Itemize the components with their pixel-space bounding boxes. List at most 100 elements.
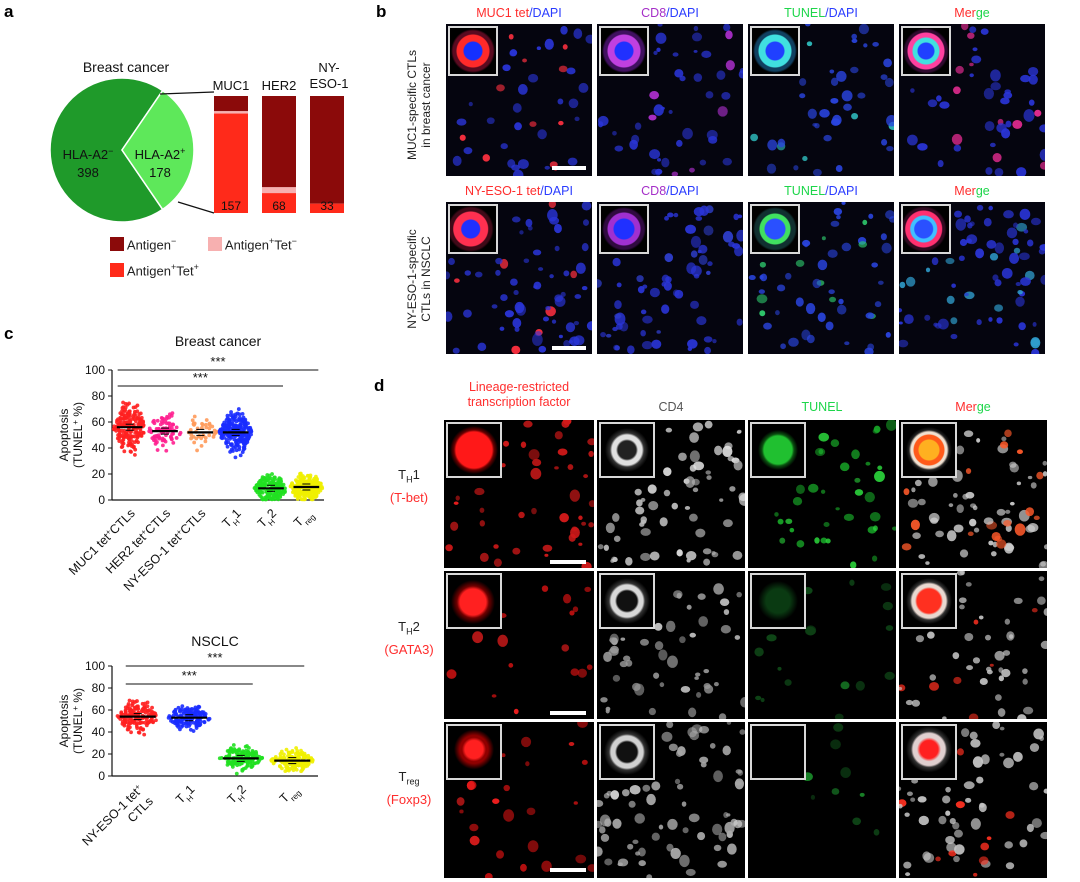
- cell: [563, 593, 572, 604]
- data-point: [194, 720, 199, 725]
- cell: [1003, 210, 1014, 219]
- cell: [565, 322, 576, 333]
- cell: [994, 242, 1005, 254]
- significance-label: ***: [182, 668, 197, 683]
- panel-d-col-head-1: Lineage-restricted transcription factor: [467, 380, 571, 409]
- cell: [991, 531, 1001, 541]
- data-point: [260, 477, 265, 482]
- cell: [955, 801, 965, 809]
- micrograph-inset: [599, 422, 655, 478]
- micrograph-cd4-th2: [597, 571, 745, 719]
- cell: [862, 219, 868, 226]
- panel-d-row-label-treg: Treg (Foxp3): [386, 769, 432, 807]
- pie-slice-hla-a2-pos-value: 178: [149, 165, 171, 180]
- cell: [663, 467, 672, 477]
- data-point: [116, 417, 120, 422]
- cell: [563, 340, 571, 348]
- cell: [1014, 523, 1026, 536]
- micrograph-tbet: [444, 420, 594, 568]
- cell: [703, 225, 714, 236]
- cell: [1039, 161, 1045, 170]
- micrograph-foxp3: [444, 722, 594, 878]
- cell: [928, 512, 940, 523]
- cell: [597, 115, 609, 126]
- cell: [851, 112, 859, 120]
- cell: [785, 518, 793, 524]
- data-point: [133, 700, 137, 704]
- cell: [918, 815, 929, 826]
- data-point: [308, 488, 313, 493]
- cell: [759, 310, 766, 317]
- data-point: [207, 423, 212, 427]
- cell: [955, 65, 964, 74]
- cell: [544, 553, 549, 557]
- cell: [657, 24, 663, 27]
- cell: [961, 24, 969, 31]
- cell: [569, 610, 575, 616]
- cell: [640, 528, 651, 536]
- cell: [703, 683, 711, 690]
- data-point: [141, 419, 145, 424]
- cell: [548, 202, 557, 209]
- cell: [642, 315, 653, 324]
- cell: [1027, 239, 1034, 247]
- cell: [766, 163, 777, 174]
- micrograph-inset: [901, 422, 957, 478]
- micrograph-inset: [750, 573, 806, 629]
- cell: [867, 343, 875, 351]
- cell: [1043, 608, 1047, 616]
- cell: [994, 304, 1004, 312]
- cell: [551, 319, 557, 324]
- cell: [1027, 522, 1039, 533]
- cell: [959, 549, 969, 558]
- cell: [1001, 668, 1011, 678]
- cell: [976, 204, 984, 211]
- cell: [777, 666, 782, 671]
- cell: [514, 326, 520, 332]
- cell: [651, 168, 659, 175]
- data-point: [266, 479, 271, 483]
- data-point: [142, 720, 147, 725]
- data-point: [225, 416, 230, 421]
- data-point: [119, 412, 124, 417]
- cell: [874, 301, 882, 308]
- data-point: [180, 704, 185, 709]
- cell: [497, 634, 508, 647]
- cell: [674, 778, 681, 785]
- cell: [680, 685, 691, 693]
- cell: [1004, 429, 1012, 438]
- cell: [698, 254, 708, 265]
- cell: [581, 286, 588, 291]
- data-point: [296, 763, 301, 768]
- cell: [445, 544, 453, 552]
- cell: [702, 548, 712, 555]
- cell: [689, 632, 696, 638]
- cell: [755, 695, 762, 701]
- data-point: [241, 440, 246, 445]
- cell: [874, 470, 885, 482]
- chart-breast-cancer: Breast cancer 0 20 40 60 80 100 Apoptosis(TUNEL…: [57, 333, 325, 594]
- cell: [705, 91, 714, 99]
- cell: [719, 598, 730, 606]
- cell: [666, 843, 674, 852]
- cell: [456, 118, 467, 126]
- data-point: [291, 768, 296, 773]
- cell: [756, 294, 768, 304]
- cell: [495, 269, 501, 276]
- data-point: [272, 477, 277, 482]
- cell: [994, 650, 1005, 661]
- cell: [950, 317, 958, 325]
- cell: [514, 301, 525, 314]
- cell: [881, 138, 888, 146]
- cell: [720, 625, 731, 634]
- data-point: [228, 450, 233, 454]
- data-point: [295, 487, 299, 492]
- data-point: [197, 723, 202, 728]
- cell: [1019, 208, 1031, 220]
- stacked-bars: 157 MUC1 68 HER2 33 NY-ESO-1: [213, 60, 349, 213]
- cell: [689, 730, 700, 741]
- cell: [511, 164, 520, 171]
- micrograph-inset: [448, 204, 498, 254]
- micrograph-cd4-treg: [597, 722, 745, 878]
- cell: [972, 47, 978, 52]
